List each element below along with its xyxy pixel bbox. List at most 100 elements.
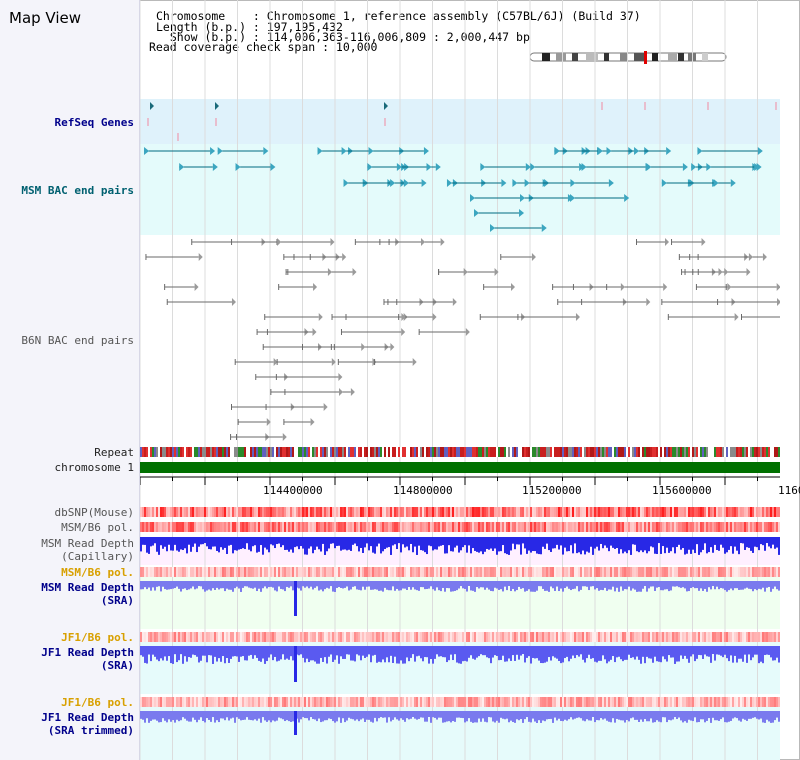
jf1-pol-heat <box>286 697 288 707</box>
repeat-segment <box>716 447 718 457</box>
jf1-pol-heat <box>318 697 320 707</box>
msm-sra-depth-bar <box>582 581 584 587</box>
jf1-pol-heat <box>420 632 422 642</box>
dbsnp-heat <box>628 507 630 517</box>
axis-tick-label: 1160 <box>778 484 800 497</box>
msm-pol-heat <box>368 567 370 577</box>
jf1-pol-heat <box>318 632 320 642</box>
repeat-segment <box>490 447 492 457</box>
msm-pol-heat <box>160 522 162 532</box>
jf1-sra-depth-bar <box>140 646 142 656</box>
jf1-pol-heat <box>728 697 730 707</box>
msm-pol-heat <box>568 522 570 532</box>
dbsnp-heat <box>752 507 754 517</box>
jf1-trim-depth-bar <box>574 711 576 719</box>
msm-cap-depth-bar <box>610 537 612 546</box>
msm-pol-heat <box>620 567 622 577</box>
jf1-pol-heat <box>726 697 728 707</box>
msm-sra-depth-bar <box>374 581 376 590</box>
jf1-sra-depth-bar <box>348 646 350 655</box>
jf1-sra-depth-bar <box>226 646 228 659</box>
msm-pol-heat <box>156 567 158 577</box>
jf1-pol-heat <box>432 697 434 707</box>
msm-sra-depth-bar <box>382 581 384 592</box>
msm-cap-depth-bar <box>168 537 170 545</box>
jf1-sra-depth-bar <box>678 646 680 662</box>
dbsnp-heat <box>316 507 318 517</box>
jf1-pol-heat <box>730 632 732 642</box>
jf1-trim-depth-bar <box>440 711 442 718</box>
jf1-trim-depth-bar <box>244 711 246 720</box>
jf1-trim-depth-bar <box>174 711 176 723</box>
jf1-pol-heat <box>554 632 556 642</box>
dbsnp-heat <box>482 507 484 517</box>
msm-cap-depth-bar <box>518 537 520 545</box>
b6n-bac-end <box>318 313 323 321</box>
msm-sra-depth-bar <box>566 581 568 587</box>
msm-sra-depth-bar <box>430 581 432 587</box>
repeat-segment <box>602 447 604 457</box>
msm-pol-heat <box>608 567 610 577</box>
msm-cap-depth-bar <box>372 537 374 553</box>
dbsnp-heat <box>750 507 752 517</box>
jf1-sra-depth-bar <box>640 646 642 664</box>
msm-pol-heat <box>234 567 236 577</box>
msm-bac-end <box>421 179 427 187</box>
repeat-segment <box>618 447 620 457</box>
msm-cap-depth-bar <box>342 537 344 550</box>
dbsnp-heat <box>152 507 154 517</box>
msm-cap-depth-bar <box>496 537 498 555</box>
jf1-pol-heat <box>392 697 394 707</box>
jf1-pol-heat <box>308 632 310 642</box>
jf1-pol-heat <box>480 632 482 642</box>
msm-sra-depth-bar <box>424 581 426 590</box>
msm-sra-depth-bar <box>636 581 638 592</box>
msm-pol-heat <box>308 522 310 532</box>
msm-sra-depth-bar <box>436 581 438 588</box>
msm-pol-heat <box>506 567 508 577</box>
msm-sra-depth-bar <box>628 581 630 587</box>
msm-bac-end <box>661 179 667 187</box>
msm-bac-end <box>697 147 703 155</box>
jf1-pol-heat <box>776 632 778 642</box>
jf1-trim-depth-bar <box>506 711 508 719</box>
repeat-segment <box>518 447 520 457</box>
track-label-msm-cap-sub: (Capillary) <box>61 550 134 563</box>
msm-pol-heat <box>690 522 692 532</box>
msm-bac-end <box>757 147 763 155</box>
repeat-segment <box>652 447 654 457</box>
msm-pol-heat <box>232 567 234 577</box>
msm-pol-heat <box>734 522 736 532</box>
jf1-pol-heat <box>698 697 700 707</box>
jf1-pol-heat <box>472 697 474 707</box>
jf1-pol-heat <box>436 697 438 707</box>
jf1-pol-heat <box>722 697 724 707</box>
genome-tracks[interactable] <box>140 0 780 760</box>
jf1-pol-heat <box>488 632 490 642</box>
b6n-bac-end <box>727 283 732 291</box>
dbsnp-heat <box>236 507 238 517</box>
msm-cap-depth-bar <box>476 537 478 552</box>
jf1-sra-depth-bar <box>634 646 636 660</box>
msm-pol-heat <box>546 567 548 577</box>
jf1-sra-depth-bar <box>512 646 514 656</box>
jf1-pol-heat <box>764 632 766 642</box>
msm-pol-heat <box>586 567 588 577</box>
jf1-sra-depth-bar <box>522 646 524 655</box>
jf1-pol-heat <box>412 697 414 707</box>
msm-pol-heat <box>644 522 646 532</box>
msm-cap-depth-bar <box>442 537 444 546</box>
dbsnp-heat <box>382 507 384 517</box>
dbsnp-heat <box>664 507 666 517</box>
jf1-pol-heat <box>578 632 580 642</box>
msm-pol-heat <box>536 567 538 577</box>
msm-cap-depth-bar <box>774 537 776 549</box>
msm-cap-depth-bar <box>506 537 508 555</box>
msm-cap-depth-bar <box>690 537 692 554</box>
jf1-pol-heat <box>154 697 156 707</box>
msm-sra-depth-bar <box>652 581 654 587</box>
msm-pol-heat <box>392 567 394 577</box>
repeat-segment <box>300 447 302 457</box>
jf1-trim-depth-bar <box>660 711 662 723</box>
jf1-pol-heat <box>366 632 368 642</box>
